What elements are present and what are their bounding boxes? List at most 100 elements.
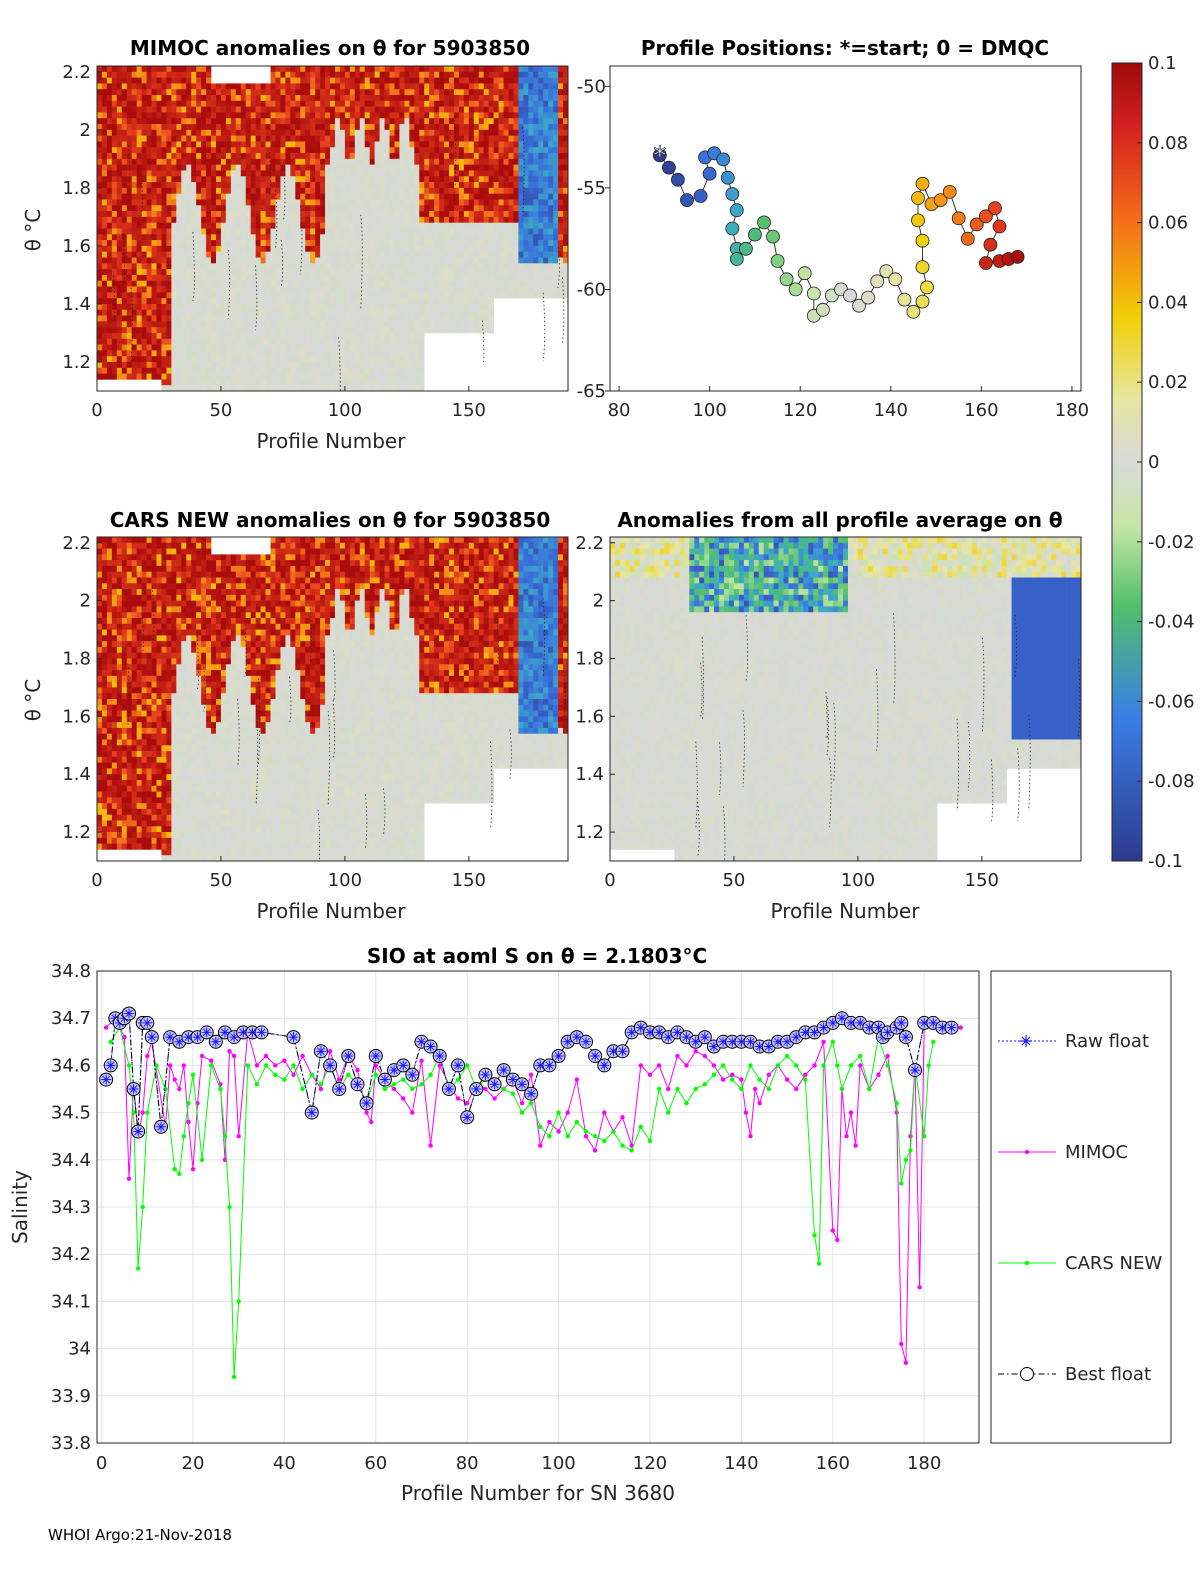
heatmap-cell bbox=[97, 193, 103, 200]
heatmap-cell bbox=[211, 240, 217, 247]
heatmap-cell bbox=[523, 182, 529, 189]
heatmap-cell bbox=[523, 257, 529, 264]
heatmap-cell bbox=[255, 286, 261, 293]
heatmap-cell bbox=[270, 356, 276, 363]
heatmap-cell bbox=[260, 112, 266, 119]
heatmap-cell bbox=[121, 338, 128, 345]
heatmap-cell bbox=[201, 321, 207, 328]
heatmap-cell bbox=[429, 211, 435, 218]
heatmap-cell bbox=[434, 147, 440, 154]
heatmap-cell bbox=[235, 135, 242, 142]
heatmap-cell bbox=[384, 211, 390, 218]
heatmap-cell bbox=[488, 199, 494, 206]
heatmap-cell bbox=[215, 379, 222, 386]
heatmap-cell bbox=[478, 124, 485, 131]
heatmap-cell bbox=[404, 251, 410, 258]
heatmap-cell bbox=[290, 124, 296, 131]
heatmap-cell bbox=[478, 269, 485, 276]
heatmap-cell bbox=[429, 176, 435, 183]
heatmap-cell bbox=[211, 338, 217, 345]
heatmap-cell bbox=[166, 176, 172, 183]
heatmap-cell bbox=[493, 66, 499, 73]
heatmap-cell bbox=[250, 251, 256, 258]
heatmap-cell bbox=[404, 274, 410, 282]
heatmap-cell bbox=[334, 251, 341, 258]
heatmap-cell bbox=[310, 344, 316, 351]
heatmap-cell bbox=[374, 292, 380, 299]
heatmap-cell bbox=[211, 234, 217, 241]
heatmap-cell bbox=[369, 100, 375, 107]
heatmap-cell bbox=[334, 309, 341, 316]
heatmap-cell bbox=[334, 193, 341, 200]
heatmap-cell bbox=[518, 106, 524, 113]
heatmap-cell bbox=[409, 124, 415, 131]
heatmap-cell bbox=[508, 222, 514, 229]
heatmap-cell bbox=[320, 129, 326, 136]
heatmap-cell bbox=[513, 211, 519, 218]
heatmap-cell bbox=[538, 153, 544, 160]
heatmap-cell bbox=[463, 129, 470, 136]
heatmap-cell bbox=[186, 176, 192, 183]
heatmap-cell bbox=[548, 193, 554, 200]
heatmap-cell bbox=[498, 95, 504, 102]
heatmap-cell bbox=[339, 298, 346, 305]
heatmap-cell bbox=[196, 274, 202, 282]
heatmap-cell bbox=[191, 373, 197, 380]
heatmap-cell bbox=[473, 124, 480, 131]
heatmap-cell bbox=[260, 95, 266, 102]
heatmap-cell bbox=[206, 205, 212, 212]
heatmap-cell bbox=[260, 385, 266, 391]
heatmap-cell bbox=[394, 124, 400, 131]
heatmap-cell bbox=[449, 263, 455, 270]
heatmap-cell bbox=[280, 379, 286, 386]
heatmap-cell bbox=[285, 77, 291, 84]
heatmap-cell bbox=[320, 245, 326, 253]
heatmap-cell bbox=[424, 216, 430, 223]
heatmap-cell bbox=[240, 245, 247, 253]
heatmap-cell bbox=[349, 292, 356, 299]
heatmap-cell bbox=[215, 344, 222, 351]
heatmap-cell bbox=[295, 216, 301, 223]
heatmap-cell bbox=[533, 251, 539, 258]
heatmap-cell bbox=[434, 303, 440, 311]
heatmap-cell bbox=[354, 106, 361, 113]
heatmap-cell bbox=[196, 356, 202, 363]
heatmap-cell bbox=[240, 257, 247, 264]
heatmap-cell bbox=[463, 182, 470, 189]
heatmap-cell bbox=[444, 309, 450, 316]
heatmap-cell bbox=[434, 141, 440, 148]
heatmap-cell bbox=[473, 222, 480, 229]
heatmap-cell bbox=[320, 66, 326, 73]
heatmap-cell bbox=[121, 309, 128, 316]
heatmap-cell bbox=[131, 240, 137, 247]
heatmap-cell bbox=[429, 124, 435, 131]
heatmap-cell bbox=[483, 118, 489, 125]
heatmap-cell bbox=[468, 187, 475, 194]
heatmap-cell bbox=[310, 332, 316, 340]
heatmap-cell bbox=[126, 228, 133, 235]
heatmap-cell bbox=[295, 193, 301, 200]
heatmap-cell bbox=[354, 286, 361, 293]
heatmap-cell bbox=[285, 100, 291, 107]
heatmap-cell bbox=[449, 187, 455, 194]
heatmap-cell bbox=[364, 332, 370, 340]
heatmap-cell bbox=[156, 292, 162, 299]
heatmap-cell bbox=[424, 83, 430, 90]
heatmap-cell bbox=[473, 292, 480, 299]
heatmap-cell bbox=[146, 338, 152, 345]
heatmap-cell bbox=[394, 327, 400, 334]
heatmap-cell bbox=[389, 135, 395, 142]
heatmap-cell bbox=[419, 350, 425, 357]
heatmap-cell bbox=[215, 321, 222, 328]
heatmap-cell bbox=[166, 216, 172, 223]
heatmap-cell bbox=[394, 89, 400, 96]
heatmap-cell bbox=[315, 367, 321, 374]
heatmap-cell bbox=[101, 118, 108, 125]
heatmap-cell bbox=[220, 280, 227, 287]
heatmap-cell bbox=[330, 187, 336, 194]
heatmap-cell bbox=[201, 106, 207, 113]
heatmap-cell bbox=[146, 66, 152, 73]
heatmap-cell bbox=[394, 274, 400, 282]
heatmap-cell bbox=[220, 344, 227, 351]
